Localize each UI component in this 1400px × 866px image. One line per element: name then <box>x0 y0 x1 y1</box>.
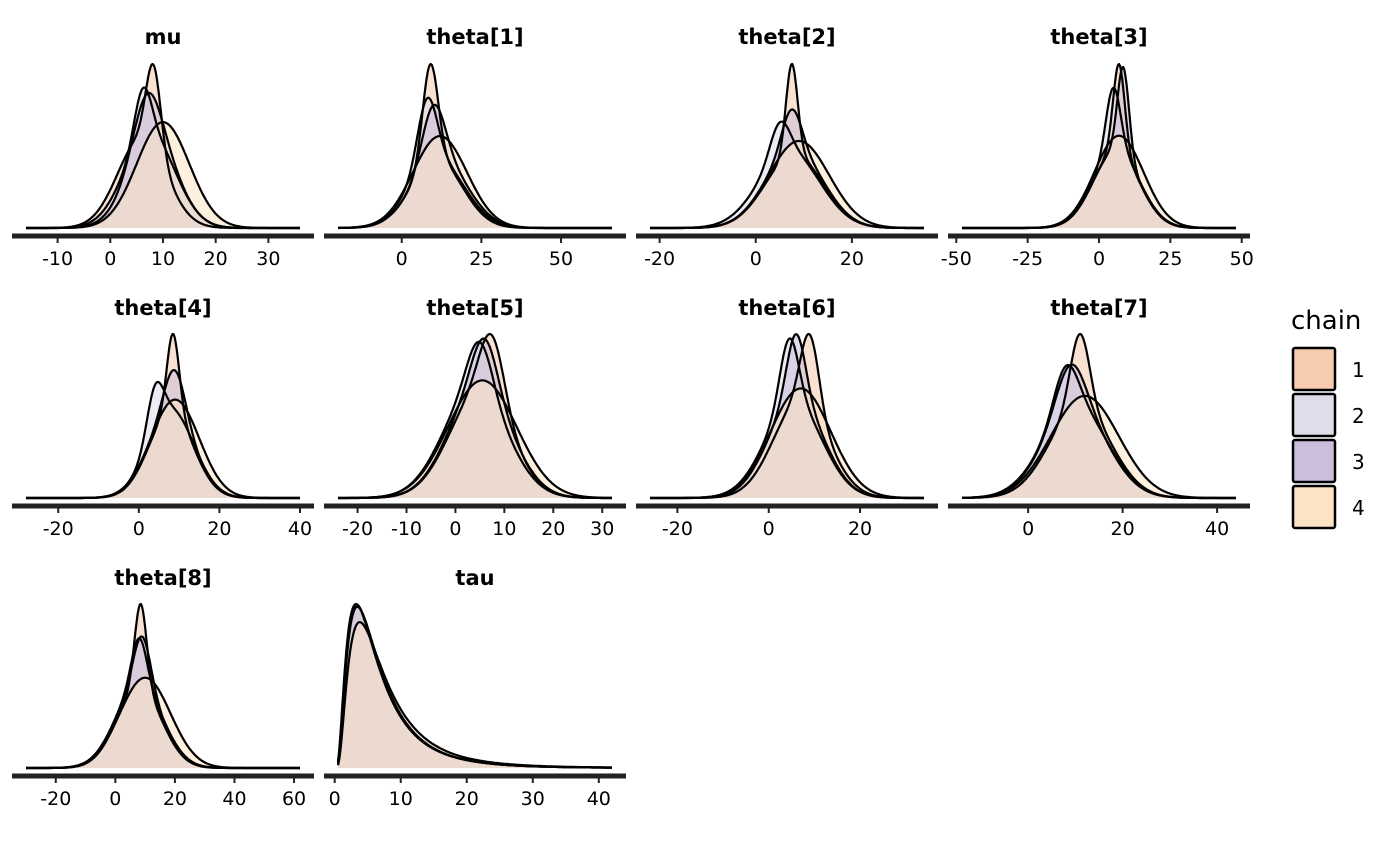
x-tick-label: 20 <box>207 518 231 540</box>
x-tick-label: -20 <box>662 518 693 540</box>
x-tick-label: -20 <box>644 248 675 270</box>
x-tick-label: 0 <box>133 518 145 540</box>
legend-key-chain-1 <box>1291 346 1337 392</box>
x-tick-label: -10 <box>42 248 73 270</box>
legend-label: 3 <box>1352 450 1365 474</box>
density-fill-chain-4 <box>650 141 924 228</box>
panel-theta5: theta[5] -20 -10 0 10 20 30 <box>324 296 626 540</box>
density-line-chain-4 <box>26 121 300 230</box>
x-tick-label: 40 <box>1205 518 1229 540</box>
x-tick-label: -50 <box>941 248 972 270</box>
x-tick-label: 0 <box>109 788 121 810</box>
legend-label: 2 <box>1352 404 1365 428</box>
panel-theta4: theta[4] -20 0 20 40 <box>12 296 314 540</box>
panel-theta7: theta[7] 0 20 40 <box>948 296 1250 540</box>
density-line-chain-4 <box>26 676 300 770</box>
panel-title: theta[2] <box>738 25 835 49</box>
panel-title: theta[3] <box>1050 25 1147 49</box>
x-tick-label: 25 <box>1158 248 1182 270</box>
x-tick-label: 20 <box>541 518 565 540</box>
x-tick-label: 0 <box>763 518 775 540</box>
x-tick-label: 0 <box>396 248 408 270</box>
legend-label: 1 <box>1352 358 1365 382</box>
panel-theta2: theta[2] -20 0 20 <box>636 25 938 270</box>
legend-keys: 1 2 3 4 <box>1291 346 1365 530</box>
x-tick-label: 0 <box>750 248 762 270</box>
density-fill-chain-4 <box>26 399 300 498</box>
panel-theta6: theta[6] -20 0 20 <box>636 296 938 540</box>
panel-title: theta[7] <box>1050 296 1147 320</box>
panel-title: theta[1] <box>426 25 523 49</box>
x-tick-label: 0 <box>329 788 341 810</box>
density-fill-chain-4 <box>650 388 924 498</box>
density-fill-chain-4 <box>26 122 300 228</box>
x-tick-label: 60 <box>282 788 306 810</box>
panel-title: theta[5] <box>426 296 523 320</box>
x-tick-label: 20 <box>1111 518 1135 540</box>
x-tick-label: 20 <box>848 518 872 540</box>
x-tick-label: -10 <box>391 518 422 540</box>
x-tick-label: -20 <box>43 518 74 540</box>
density-fill-chain-4 <box>962 135 1236 228</box>
density-line-chain-4 <box>650 139 924 230</box>
panel-theta8: theta[8] -20 0 20 40 60 <box>12 566 314 810</box>
panel-title: tau <box>455 566 494 590</box>
panel-theta3: theta[3] -50 -25 0 25 50 <box>941 25 1254 270</box>
x-tick-label: 0 <box>1022 518 1034 540</box>
density-fill-chain-4 <box>338 622 612 768</box>
x-tick-label: 30 <box>256 248 280 270</box>
legend-key-chain-4 <box>1291 484 1337 530</box>
panel-title: theta[8] <box>114 566 211 590</box>
density-line-chain-4 <box>962 394 1236 500</box>
x-tick-label: 50 <box>1230 248 1254 270</box>
panel-mu: mu -10 0 10 20 30 <box>12 25 314 270</box>
density-fill-chain-4 <box>338 380 612 498</box>
x-tick-label: 20 <box>455 788 479 810</box>
x-tick-label: 0 <box>104 248 116 270</box>
x-tick-label: 20 <box>204 248 228 270</box>
x-tick-label: 50 <box>549 248 573 270</box>
x-tick-label: 10 <box>151 248 175 270</box>
x-tick-label: 10 <box>389 788 413 810</box>
x-tick-label: 0 <box>449 518 461 540</box>
x-tick-label: 40 <box>222 788 246 810</box>
density-line-chain-4 <box>336 621 613 769</box>
density-line-chain-4 <box>338 135 612 230</box>
x-tick-label: 40 <box>587 788 611 810</box>
x-tick-label: 30 <box>521 788 545 810</box>
density-line-chain-4 <box>338 379 612 500</box>
x-tick-label: -20 <box>40 788 71 810</box>
x-tick-label: 30 <box>590 518 614 540</box>
x-tick-label: 10 <box>492 518 516 540</box>
x-tick-label: 20 <box>840 248 864 270</box>
density-fill-chain-4 <box>338 136 612 228</box>
density-line-chain-4 <box>650 387 924 500</box>
density-line-chain-4 <box>962 134 1236 230</box>
x-tick-label: 20 <box>163 788 187 810</box>
x-tick-label: -20 <box>342 518 373 540</box>
legend-key-chain-3 <box>1291 438 1337 484</box>
x-tick-label: 40 <box>288 518 312 540</box>
legend: chain 1 2 3 4 <box>1291 306 1365 530</box>
panel-title: mu <box>145 25 182 49</box>
x-tick-label: 0 <box>1093 248 1105 270</box>
density-line-chain-4 <box>26 398 300 500</box>
legend-title: chain <box>1291 306 1361 336</box>
panel-title: theta[4] <box>114 296 211 320</box>
x-tick-label: 25 <box>469 248 493 270</box>
legend-label: 4 <box>1352 496 1365 520</box>
legend-key-chain-2 <box>1291 392 1337 438</box>
x-tick-label: -25 <box>1012 248 1043 270</box>
panel-tau: tau 0 10 20 30 40 <box>324 566 626 810</box>
panel-title: theta[6] <box>738 296 835 320</box>
panel-theta1: theta[1] 0 25 50 <box>324 25 626 270</box>
